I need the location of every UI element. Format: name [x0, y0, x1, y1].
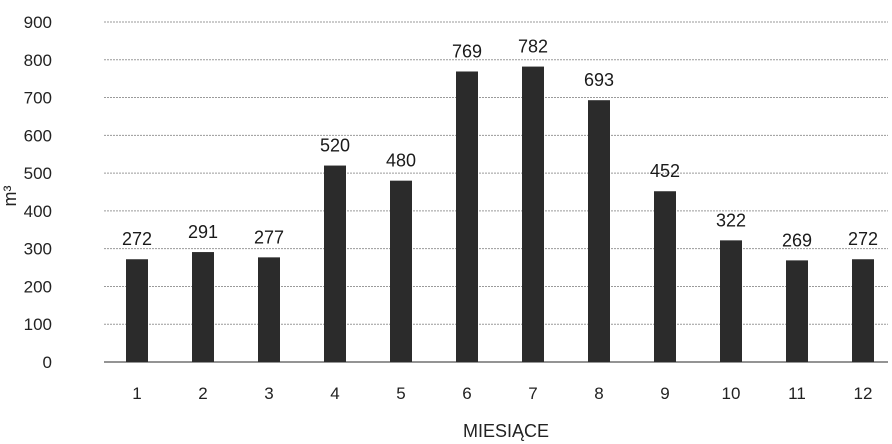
x-tick-label: 9 — [660, 384, 669, 403]
data-label: 520 — [320, 136, 350, 156]
y-tick-label: 800 — [24, 51, 52, 70]
x-tick-label: 3 — [264, 384, 273, 403]
y-tick-label: 100 — [24, 315, 52, 334]
y-tick-label: 0 — [43, 353, 52, 372]
y-tick-label: 600 — [24, 126, 52, 145]
x-tick-label: 10 — [722, 384, 741, 403]
bar — [852, 259, 874, 362]
data-label: 322 — [716, 210, 746, 230]
y-tick-label: 500 — [24, 164, 52, 183]
data-label: 782 — [518, 37, 548, 57]
data-label: 291 — [188, 222, 218, 242]
x-axis-ticks: 1 2 3 4 5 6 7 8 9 10 11 12 — [132, 384, 872, 403]
gridlines — [104, 21, 888, 363]
x-tick-label: 5 — [396, 384, 405, 403]
bar — [654, 191, 676, 362]
x-tick-label: 1 — [132, 384, 141, 403]
data-label: 272 — [122, 229, 152, 249]
data-label: 480 — [386, 151, 416, 171]
bar — [522, 66, 544, 363]
x-tick-label: 6 — [462, 384, 471, 403]
bar — [720, 240, 742, 362]
bars — [126, 66, 874, 363]
bar — [192, 252, 214, 362]
y-tick-label: 400 — [24, 202, 52, 221]
bar — [390, 180, 412, 362]
bar — [588, 100, 610, 362]
data-label: 272 — [848, 229, 878, 249]
data-label: 452 — [650, 161, 680, 181]
y-tick-label: 700 — [24, 89, 52, 108]
y-axis-ticks: 0 100 200 300 400 500 600 700 800 900 — [24, 13, 52, 372]
x-tick-label: 4 — [330, 384, 339, 403]
x-tick-label: 8 — [594, 384, 603, 403]
x-tick-label: 2 — [198, 384, 207, 403]
y-tick-label: 900 — [24, 13, 52, 32]
data-label: 769 — [452, 41, 482, 61]
bar — [324, 165, 346, 362]
data-label: 693 — [584, 70, 614, 90]
x-axis-title: MIESIĄCE — [463, 421, 549, 441]
y-tick-label: 200 — [24, 277, 52, 296]
x-tick-label: 12 — [854, 384, 873, 403]
y-tick-label: 300 — [24, 240, 52, 259]
y-axis-title: m³ — [0, 186, 20, 207]
data-label: 269 — [782, 230, 812, 250]
data-label: 277 — [254, 227, 284, 247]
x-tick-label: 11 — [788, 384, 806, 403]
x-tick-label: 7 — [528, 384, 537, 403]
bar — [258, 257, 280, 362]
data-labels: 272 291 277 520 480 769 782 693 452 322 269 272 — [122, 37, 878, 251]
bar — [456, 71, 478, 362]
bar — [126, 259, 148, 362]
bar — [786, 260, 808, 362]
